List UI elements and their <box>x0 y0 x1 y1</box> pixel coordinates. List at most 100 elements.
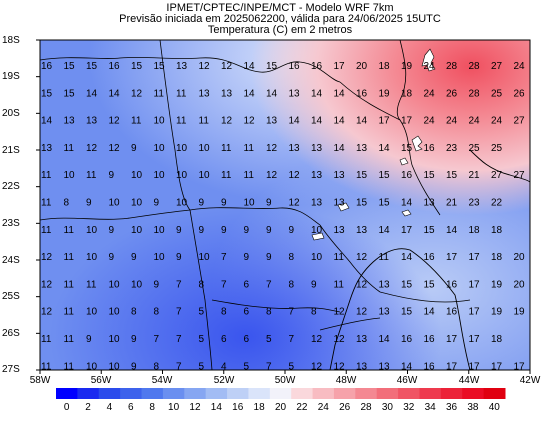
grid-value: 16 <box>446 279 458 290</box>
grid-value: 16 <box>424 361 436 372</box>
grid-value: 9 <box>266 252 272 263</box>
grid-value: 9 <box>109 225 115 236</box>
colorbar-swatch <box>77 388 100 399</box>
grid-value: 24 <box>446 116 458 127</box>
grid-value: 15 <box>401 279 413 290</box>
grid-value: 14 <box>86 88 98 99</box>
grid-value: 13 <box>356 361 368 372</box>
lat-label: 19S <box>2 71 20 82</box>
grid-value: 28 <box>469 88 481 99</box>
grid-value: 11 <box>41 170 52 181</box>
colorbar-swatch <box>333 388 356 399</box>
grid-value: 16 <box>311 61 323 72</box>
grid-value: 17 <box>334 61 346 72</box>
lakes <box>311 48 436 241</box>
grid-value: 14 <box>109 88 121 99</box>
grid-value: 9 <box>244 225 250 236</box>
coastline <box>329 149 530 370</box>
grid-value: 14 <box>356 116 368 127</box>
colorbar <box>56 388 506 399</box>
grid-value: 11 <box>176 116 187 127</box>
grid-value: 15 <box>424 170 436 181</box>
colorbar-tick-label: 38 <box>467 402 479 413</box>
grid-value: 13 <box>379 361 391 372</box>
grid-value: 19 <box>401 61 413 72</box>
grid-value: 10 <box>131 170 143 181</box>
grid-value: 10 <box>176 170 188 181</box>
grid-value: 28 <box>446 61 458 72</box>
grid-value: 11 <box>41 198 52 209</box>
colorbar-swatch <box>462 388 485 399</box>
colorbar-swatch <box>120 388 143 399</box>
colorbar-tick-label: 40 <box>488 402 500 413</box>
grid-value: 16 <box>401 170 413 181</box>
grid-value: 12 <box>289 170 301 181</box>
grid-value: 27 <box>514 170 526 181</box>
grid-value: 9 <box>266 198 272 209</box>
grid-value: 11 <box>176 88 187 99</box>
colorbar-tick-label: 34 <box>424 402 436 413</box>
grid-value: 20 <box>514 252 526 263</box>
grid-value: 14 <box>334 116 346 127</box>
grid-value: 15 <box>424 279 436 290</box>
lon-label: 52W <box>213 375 235 386</box>
colorbar-tick-label: 24 <box>317 402 329 413</box>
grid-value: 13 <box>311 170 323 181</box>
lat-label: 22S <box>2 181 20 192</box>
grid-value: 10 <box>199 143 211 154</box>
grid-value: 9 <box>86 198 92 209</box>
grid-value: 7 <box>266 279 272 290</box>
grid-value: 14 <box>379 143 391 154</box>
lon-label: 44W <box>458 375 480 386</box>
grid-value: 14 <box>41 116 53 127</box>
grid-value: 14 <box>334 88 346 99</box>
grid-value: 10 <box>86 252 98 263</box>
grid-value: 23 <box>469 198 481 209</box>
grid-value: 12 <box>41 279 53 290</box>
grid-value: 13 <box>266 116 278 127</box>
grid-value: 11 <box>64 307 75 318</box>
grid-value: 12 <box>221 116 233 127</box>
grid-value: 9 <box>131 334 137 345</box>
grid-value: 5 <box>199 307 205 318</box>
grid-value: 17 <box>469 334 481 345</box>
grid-value: 9 <box>221 225 227 236</box>
grid-value: 15 <box>446 170 458 181</box>
grid-value: 12 <box>334 334 346 345</box>
grid-value: 9 <box>244 252 250 263</box>
grid-value: 11 <box>244 143 255 154</box>
grid-value: 9 <box>109 170 115 181</box>
grid-value: 5 <box>289 361 295 372</box>
grid-value: 10 <box>131 279 143 290</box>
grid-value: 15 <box>379 170 391 181</box>
grid-value: 6 <box>244 279 250 290</box>
grid-value: 12 <box>41 252 53 263</box>
grid-value: 10 <box>86 225 98 236</box>
grid-value: 13 <box>334 225 346 236</box>
grid-value: 12 <box>356 252 368 263</box>
colorbar-swatch <box>162 388 185 399</box>
colorbar-swatch <box>376 388 399 399</box>
grid-value: 10 <box>109 334 121 345</box>
colorbar-swatch <box>141 388 164 399</box>
lon-label: 58W <box>29 375 51 386</box>
grid-value: 12 <box>266 143 278 154</box>
grid-value: 14 <box>266 88 278 99</box>
colorbar-tick-label: 12 <box>189 402 201 413</box>
grid-value: 9 <box>176 252 182 263</box>
state-borders <box>40 40 471 370</box>
grid-value: 13 <box>334 170 346 181</box>
grid-value: 11 <box>334 279 345 290</box>
grid-value: 16 <box>109 61 121 72</box>
grid-value: 7 <box>289 334 295 345</box>
grid-value: 12 <box>289 198 301 209</box>
grid-value: 14 <box>244 61 256 72</box>
grid-value: 14 <box>311 88 323 99</box>
grid-value: 17 <box>469 307 481 318</box>
grid-value: 11 <box>64 225 75 236</box>
lat-label: 25S <box>2 291 20 302</box>
grid-value: 7 <box>221 279 227 290</box>
grid-value: 12 <box>356 307 368 318</box>
grid-value: 10 <box>154 252 166 263</box>
